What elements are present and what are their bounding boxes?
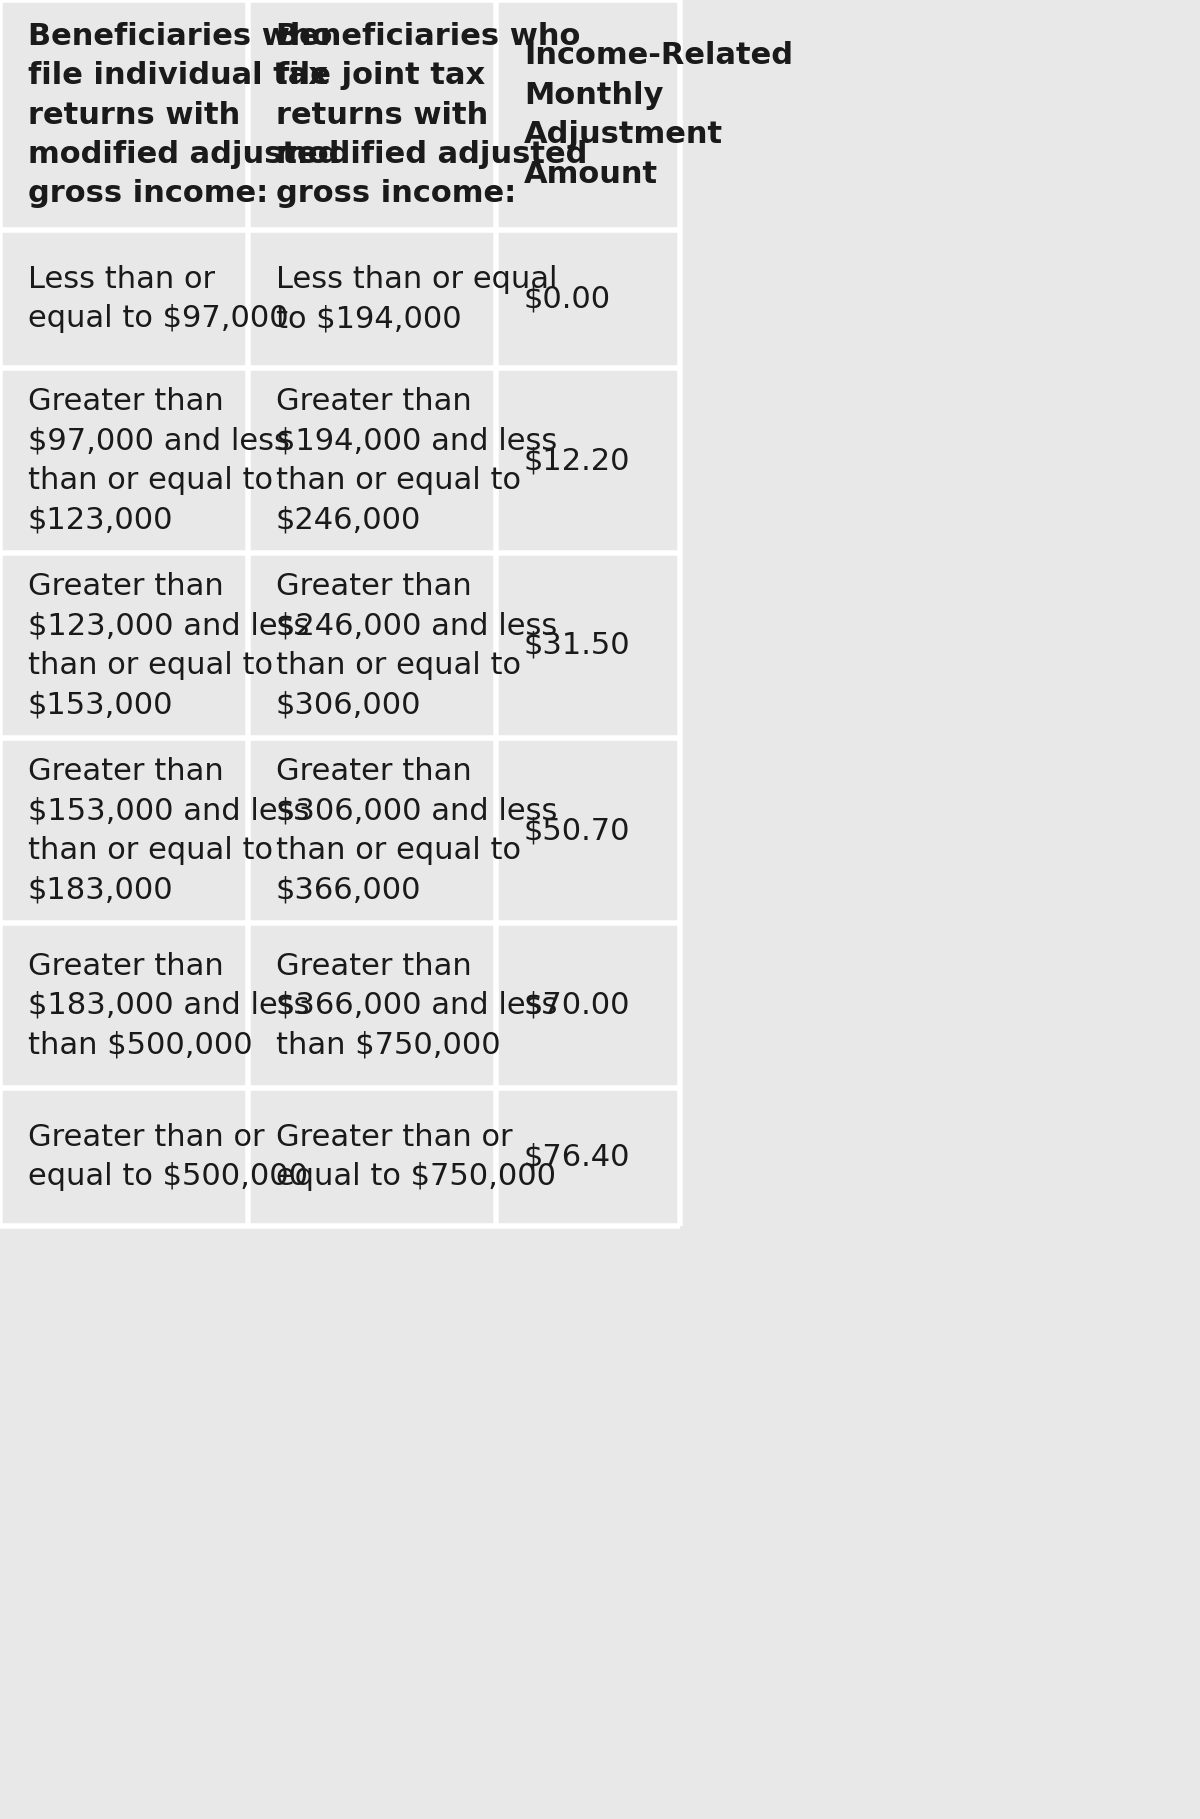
Bar — [0, 229, 248, 367]
Bar — [248, 229, 496, 367]
Bar — [496, 922, 680, 1088]
Text: Income-Related
Monthly
Adjustment
Amount: Income-Related Monthly Adjustment Amount — [524, 42, 793, 189]
Bar — [248, 553, 496, 739]
Bar — [248, 0, 496, 229]
Text: Greater than
$366,000 and less
than $750,000: Greater than $366,000 and less than $750… — [276, 951, 557, 1059]
Text: Greater than or
equal to $500,000: Greater than or equal to $500,000 — [28, 1122, 308, 1191]
Text: Beneficiaries who
file joint tax
returns with
modified adjusted
gross income:: Beneficiaries who file joint tax returns… — [276, 22, 587, 207]
Bar — [496, 739, 680, 922]
Text: $31.50: $31.50 — [524, 631, 631, 660]
Text: $76.40: $76.40 — [524, 1142, 630, 1171]
Text: Greater than
$306,000 and less
than or equal to
$366,000: Greater than $306,000 and less than or e… — [276, 757, 557, 904]
Text: $70.00: $70.00 — [524, 991, 630, 1020]
Bar — [248, 367, 496, 553]
Text: $12.20: $12.20 — [524, 446, 630, 475]
Bar — [496, 367, 680, 553]
Bar — [0, 922, 248, 1088]
Bar — [496, 1088, 680, 1226]
Text: Less than or
equal to $97,000: Less than or equal to $97,000 — [28, 266, 289, 333]
Text: Greater than
$153,000 and less
than or equal to
$183,000: Greater than $153,000 and less than or e… — [28, 757, 310, 904]
Text: Greater than
$194,000 and less
than or equal to
$246,000: Greater than $194,000 and less than or e… — [276, 387, 557, 535]
Text: $50.70: $50.70 — [524, 817, 630, 846]
Bar — [0, 1088, 248, 1226]
Bar — [248, 1088, 496, 1226]
Bar — [0, 553, 248, 739]
Text: Beneficiaries who
file individual tax
returns with
modified adjusted
gross incom: Beneficiaries who file individual tax re… — [28, 22, 340, 207]
Bar — [0, 739, 248, 922]
Text: $0.00: $0.00 — [524, 284, 611, 313]
Text: Greater than
$123,000 and less
than or equal to
$153,000: Greater than $123,000 and less than or e… — [28, 571, 310, 719]
Bar — [496, 229, 680, 367]
Text: Greater than or
equal to $750,000: Greater than or equal to $750,000 — [276, 1122, 556, 1191]
Bar — [0, 367, 248, 553]
Text: Greater than
$97,000 and less
than or equal to
$123,000: Greater than $97,000 and less than or eq… — [28, 387, 290, 535]
Text: Greater than
$183,000 and less
than $500,000: Greater than $183,000 and less than $500… — [28, 951, 310, 1059]
Bar — [248, 922, 496, 1088]
Text: Less than or equal
to $194,000: Less than or equal to $194,000 — [276, 266, 558, 333]
Bar — [496, 0, 680, 229]
Text: Greater than
$246,000 and less
than or equal to
$306,000: Greater than $246,000 and less than or e… — [276, 571, 557, 719]
Bar — [496, 553, 680, 739]
Bar — [0, 0, 248, 229]
Bar — [248, 739, 496, 922]
